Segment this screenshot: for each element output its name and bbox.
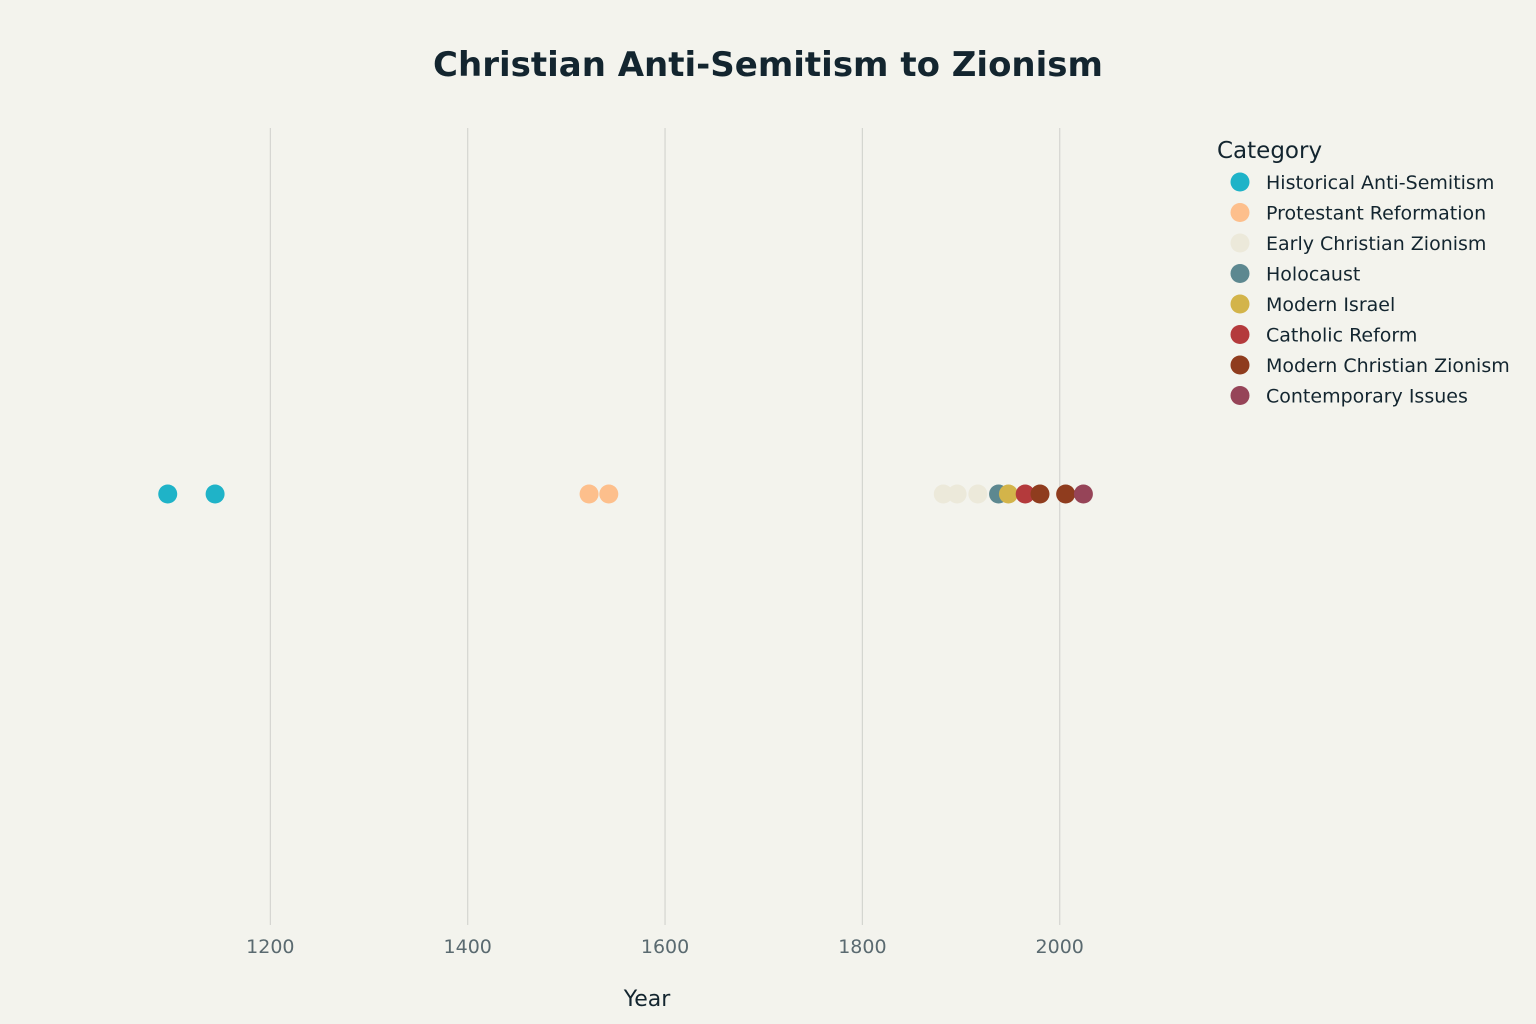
x-axis-ticks: 1200 1400 1600 1800 2000 <box>246 936 1084 958</box>
x-tick-1800: 1800 <box>838 936 886 958</box>
x-tick-1200: 1200 <box>246 936 294 958</box>
legend-label-0: Historical Anti-Semitism <box>1266 172 1494 194</box>
legend-marker-7 <box>1230 386 1250 405</box>
point-series2-1[interactable] <box>947 484 967 504</box>
legend-label-7: Contemporary Issues <box>1266 386 1468 408</box>
point-series7-0[interactable] <box>1073 484 1093 504</box>
point-series0-0[interactable] <box>158 484 178 504</box>
x-tick-1600: 1600 <box>641 936 689 958</box>
legend-label-3: Holocaust <box>1266 264 1360 286</box>
point-series6-1[interactable] <box>1056 484 1076 504</box>
legend-marker-5 <box>1230 325 1250 344</box>
point-series1-1[interactable] <box>599 484 619 504</box>
legend-label-1: Protestant Reformation <box>1266 203 1486 225</box>
legend-marker-2 <box>1230 233 1250 253</box>
point-series2-0[interactable] <box>933 484 953 504</box>
legend-marker-0 <box>1230 172 1250 192</box>
legend-label-4: Modern Israel <box>1266 294 1395 316</box>
legend-marker-6 <box>1230 355 1250 375</box>
point-series2-2[interactable] <box>968 484 988 504</box>
legend-marker-4 <box>1230 294 1250 314</box>
point-series1-0[interactable] <box>579 484 599 504</box>
legend-label-5: Catholic Reform <box>1266 325 1417 347</box>
legend-marker-3 <box>1230 264 1250 283</box>
point-series0-1[interactable] <box>205 484 225 504</box>
x-tick-1400: 1400 <box>444 936 492 958</box>
x-tick-2000: 2000 <box>1036 936 1084 958</box>
x-axis-label: Year <box>623 987 672 1012</box>
point-series5-0[interactable] <box>1015 484 1035 504</box>
legend-label-6: Modern Christian Zionism <box>1266 355 1510 377</box>
gridlines <box>269 128 1061 925</box>
legend-title: Category <box>1217 138 1322 164</box>
point-series4-0[interactable] <box>998 484 1018 504</box>
data-points <box>158 484 1093 504</box>
point-series6-0[interactable] <box>1030 484 1050 504</box>
legend: Category Historical Anti-Semitism Protest… <box>1217 138 1510 408</box>
legend-marker-1 <box>1230 203 1250 222</box>
chart-title: Christian Anti-Semitism to Zionism <box>433 45 1103 85</box>
legend-label-2: Early Christian Zionism <box>1266 233 1486 255</box>
